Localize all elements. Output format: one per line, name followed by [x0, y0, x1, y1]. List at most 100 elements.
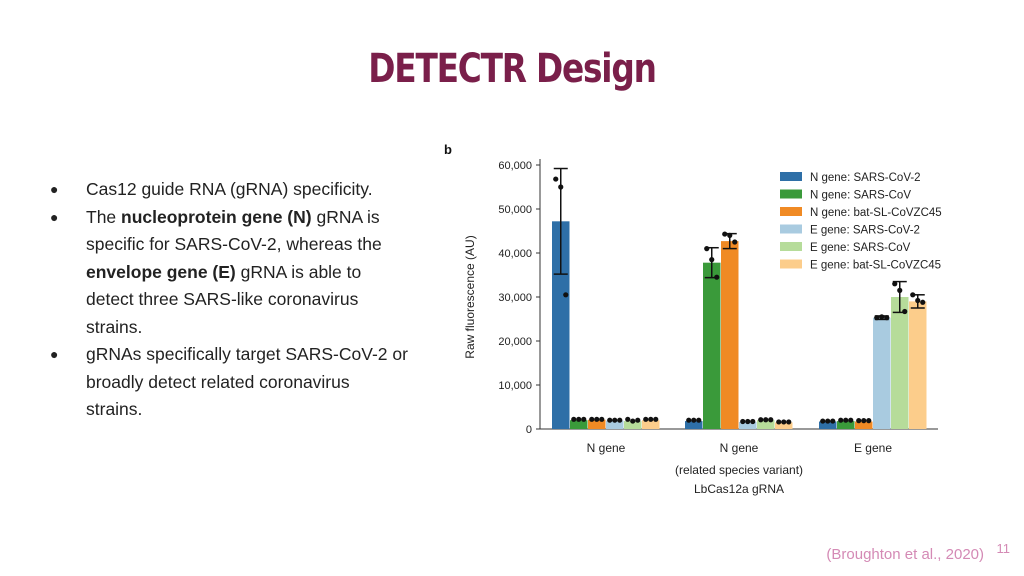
data-point — [879, 314, 885, 320]
bar — [588, 419, 606, 429]
bar — [606, 420, 624, 429]
data-point — [630, 418, 636, 424]
y-tick-label: 30,000 — [498, 292, 532, 304]
legend-label: E gene: SARS-CoV-2 — [810, 225, 920, 237]
bar — [855, 421, 873, 429]
data-point — [722, 231, 728, 237]
bar — [873, 317, 891, 429]
bullet-item: ● The nucleoprotein gene (N) gRNA is spe… — [50, 204, 410, 342]
data-point — [653, 416, 659, 422]
bar — [570, 420, 588, 429]
bullet-bold-envelope: envelope gene (E) — [86, 261, 236, 282]
x-axis-label: LbCas12a gRNA — [694, 482, 784, 496]
data-point — [612, 417, 618, 423]
legend-swatch — [780, 207, 802, 216]
bullet-item: ● Cas12 guide RNA (gRNA) specificity. — [50, 176, 410, 204]
bar — [891, 297, 909, 429]
bar — [775, 422, 793, 429]
data-point — [704, 246, 710, 252]
data-point — [750, 418, 756, 425]
data-point — [874, 315, 880, 321]
bullet-item: ● gRNAs specifically target SARS-CoV-2 o… — [50, 341, 410, 424]
data-point — [553, 176, 559, 182]
data-point — [915, 297, 921, 304]
y-tick-label: 50,000 — [498, 204, 532, 216]
data-point — [820, 418, 826, 424]
legend-label: E gene: SARS-CoV — [810, 242, 911, 254]
bullet-list: ● Cas12 guide RNA (gRNA) specificity. ● … — [50, 176, 410, 424]
y-tick-label: 0 — [526, 424, 532, 436]
legend-label: N gene: SARS-CoV-2 — [810, 172, 921, 184]
data-point — [740, 418, 746, 425]
data-point — [897, 287, 903, 293]
bar — [642, 420, 660, 429]
data-point — [581, 416, 587, 422]
y-axis-label: Raw fluorescence (AU) — [463, 235, 477, 358]
bar — [739, 421, 757, 429]
y-tick-label: 60,000 — [498, 160, 532, 172]
bullet-text-post: gRNA is able to detect three SARS-like c… — [86, 261, 362, 337]
data-point — [763, 417, 769, 423]
page-number: 11 — [996, 541, 1011, 556]
slide-title: DETECTR Design — [368, 46, 657, 92]
bullet-text-pre: The — [86, 206, 122, 227]
data-point — [843, 417, 849, 423]
data-point — [594, 416, 600, 422]
legend: N gene: SARS-CoV-2 N gene: SARS-CoV N gene… — [780, 172, 942, 272]
bullet-bold-nucleoprotein: nucleoprotein gene (N) — [121, 206, 312, 227]
bar — [909, 301, 927, 429]
data-point — [696, 417, 702, 423]
data-point — [563, 292, 569, 298]
legend-swatch — [780, 259, 802, 269]
legend-label: E gene: bat-SL-CoVZC45 — [810, 260, 941, 272]
data-point — [745, 418, 751, 425]
data-point — [786, 419, 792, 425]
bar — [837, 421, 855, 429]
data-point — [732, 239, 738, 245]
data-point — [856, 418, 862, 424]
bar — [685, 421, 703, 429]
bullet-text: gRNAs specifically target SARS-CoV-2 or … — [86, 344, 408, 419]
x-tick-label: N gene — [720, 441, 759, 455]
data-point — [625, 416, 631, 422]
data-point — [776, 419, 782, 425]
legend-swatch — [780, 242, 802, 251]
legend-label: N gene: bat-SL-CoVZC45 — [810, 207, 942, 219]
bar — [819, 421, 837, 429]
data-point — [884, 315, 890, 321]
bullet-text-mid: gRNA is specific for SARS-CoV-2, whereas… — [86, 206, 382, 255]
data-point — [558, 184, 564, 190]
panel-label: b — [444, 142, 452, 157]
bar — [552, 221, 570, 429]
data-point — [617, 417, 623, 423]
data-point — [571, 416, 577, 422]
bar — [757, 420, 775, 429]
data-point — [902, 308, 908, 315]
data-point — [714, 274, 720, 280]
data-point — [830, 418, 836, 424]
data-point — [758, 417, 764, 423]
bar — [624, 421, 642, 429]
legend-swatch — [780, 172, 802, 181]
legend-label: N gene: SARS-CoV — [810, 190, 911, 202]
chart-svg: b Raw fluorescence (AU) (related species… — [444, 142, 942, 496]
data-point — [825, 418, 831, 424]
data-point — [589, 416, 595, 422]
x-tick-label: N gene — [587, 441, 626, 455]
data-point — [599, 416, 605, 422]
data-point — [727, 232, 733, 238]
data-point — [866, 418, 872, 424]
legend-swatch — [780, 189, 802, 199]
bullet-text: Cas12 guide RNA (gRNA) specificity. — [86, 179, 373, 199]
bar — [703, 262, 721, 429]
x-axis-sublabel: (related species variant) — [675, 463, 803, 477]
y-tick-label: 20,000 — [498, 336, 532, 348]
plot-area: 0 10,000 20,000 30,000 40,000 50,000 60,000 N g… — [498, 159, 938, 455]
data-point — [920, 299, 926, 305]
bar — [721, 241, 739, 429]
data-point — [607, 417, 613, 423]
data-point — [643, 416, 649, 422]
data-point — [910, 292, 916, 298]
data-point — [686, 417, 692, 423]
data-point — [892, 281, 898, 287]
